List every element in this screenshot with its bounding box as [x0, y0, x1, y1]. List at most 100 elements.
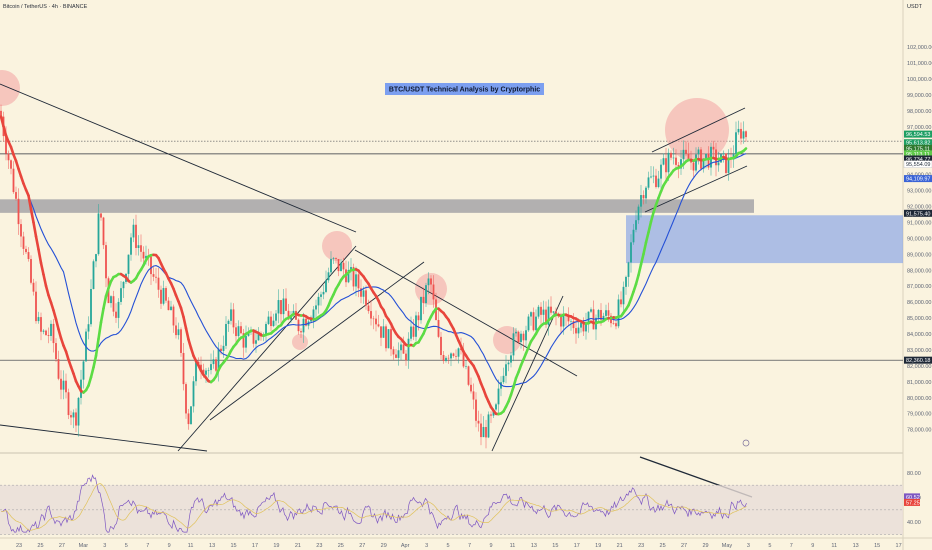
candle-body: [180, 329, 182, 353]
candle-body: [165, 288, 167, 301]
candle-body: [362, 290, 365, 297]
candle-body: [500, 382, 502, 389]
candle-body: [667, 152, 670, 173]
trend-line-1: [354, 249, 578, 377]
candle-body: [675, 157, 677, 165]
candle-body: [52, 323, 55, 344]
candle-body: [485, 427, 487, 438]
candle-body: [22, 236, 25, 249]
candle-body: [617, 299, 620, 327]
time-tick: 7: [790, 543, 793, 549]
candle-body: [170, 306, 172, 311]
candle-body: [7, 153, 10, 161]
candle-body: [605, 310, 607, 316]
candle-body: [132, 224, 135, 238]
candle-body: [137, 245, 140, 248]
time-tick: 17: [896, 543, 902, 549]
candle-body: [525, 330, 527, 341]
candle-body: [277, 300, 280, 314]
candle-body: [105, 245, 107, 279]
time-tick: 23: [16, 543, 22, 549]
price-label-bg: [904, 130, 932, 138]
candle-body: [145, 255, 147, 259]
candle-body: [300, 331, 302, 333]
candle-body: [252, 330, 255, 344]
candle-body: [507, 362, 510, 365]
candle-body: [487, 414, 490, 438]
candle-body: [572, 320, 575, 329]
candle-body: [140, 245, 142, 252]
trend-ma-segment: [99, 307, 105, 324]
price-tick: 87,000.00: [907, 284, 931, 290]
trend-ma-segment: [49, 301, 55, 312]
candle-body: [177, 329, 180, 336]
price-tick: 90,000.00: [907, 236, 931, 242]
time-tick: 27: [681, 543, 687, 549]
candle-body: [392, 349, 395, 355]
candle-body: [530, 312, 532, 317]
candle-body: [207, 370, 210, 371]
price-tick: 81,000.00: [907, 380, 931, 386]
price-tick: 85,000.00: [907, 316, 931, 322]
trend-ma-segment: [184, 326, 190, 341]
candle-body: [242, 333, 245, 348]
time-tick: 9: [168, 543, 171, 549]
candle-body: [230, 309, 232, 321]
time-tick: 13: [531, 543, 537, 549]
candle-body: [687, 153, 690, 162]
candle-body: [632, 229, 635, 243]
title-box: BTC/USDT Technical Analysis by Cryptorph…: [385, 83, 544, 95]
highlight-circle-5: [292, 334, 308, 350]
candle-body: [627, 262, 630, 277]
candle-body: [585, 323, 587, 332]
candle-body: [447, 357, 450, 359]
time-tick: 25: [338, 543, 344, 549]
candle-body: [502, 375, 505, 383]
time-tick: 5: [768, 543, 771, 549]
candle-body: [100, 213, 102, 218]
candle-body: [497, 388, 500, 405]
time-tick: 5: [447, 543, 450, 549]
time-tick: 7: [468, 543, 471, 549]
candle-body: [37, 317, 40, 322]
candle-body: [380, 326, 382, 338]
candle-body: [335, 258, 337, 260]
candle-body: [430, 278, 432, 285]
trend-ma-segment: [742, 147, 748, 153]
candle-body: [657, 178, 660, 188]
candle-body: [555, 311, 557, 316]
candle-body: [600, 310, 602, 320]
candle-body: [117, 301, 120, 318]
candle-body: [315, 305, 317, 310]
candle-body: [95, 254, 97, 262]
candle-body: [562, 314, 565, 327]
candle-body: [450, 353, 452, 359]
candle-body: [235, 327, 237, 337]
trend-ma-segment: [9, 145, 15, 156]
candle-body: [47, 335, 50, 336]
price-tick: 100,000.00: [907, 77, 932, 83]
candle-body: [255, 340, 257, 344]
candle-body: [17, 198, 20, 225]
currency-label[interactable]: USDT: [907, 4, 923, 10]
candle-body: [685, 149, 687, 154]
trend-ma-segment: [104, 286, 110, 298]
trend-ma-segment: [57, 327, 63, 340]
candle-body: [412, 326, 415, 337]
time-tick: 11: [188, 543, 194, 549]
candle-body: [267, 316, 270, 324]
candle-body: [185, 384, 187, 414]
candle-body: [90, 289, 92, 325]
candle-body: [322, 291, 325, 295]
candle-body: [607, 310, 610, 316]
currency-text: USDT: [907, 4, 923, 10]
price-tick: 86,000.00: [907, 300, 931, 306]
candle-body: [127, 254, 130, 274]
time-tick: 9: [811, 543, 814, 549]
candle-body: [275, 313, 277, 321]
trend-ma-segment: [52, 309, 58, 321]
candle-body: [367, 305, 370, 312]
trend-ma-segment: [644, 231, 650, 244]
